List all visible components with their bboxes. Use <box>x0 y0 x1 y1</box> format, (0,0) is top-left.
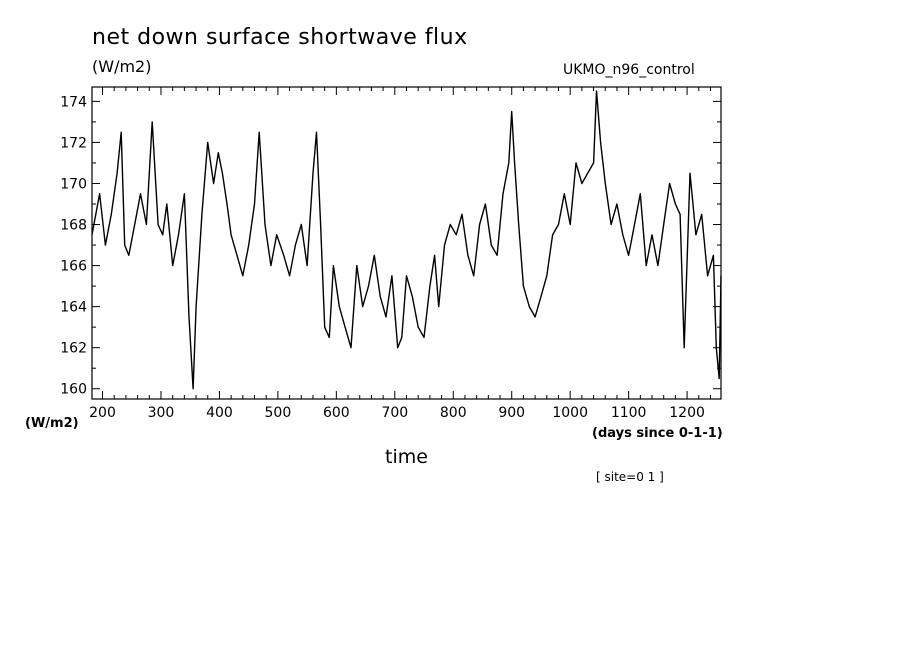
y-tick-label: 170 <box>60 176 87 192</box>
y-tick-label: 160 <box>60 382 87 398</box>
x-tick-label: 900 <box>498 405 525 421</box>
x-axis-label: time <box>385 446 428 468</box>
x-tick-label: 1100 <box>611 405 647 421</box>
x-tick-label: 1000 <box>552 405 588 421</box>
y-axis: 160 162 164 166 168 170 172 174 <box>60 94 721 398</box>
x-tick-label: 500 <box>265 405 292 421</box>
x-axis-units: (days since 0-1-1) <box>592 426 723 441</box>
y-tick-label: 172 <box>60 135 87 151</box>
y-tick-label: 174 <box>60 94 87 110</box>
y-tick-label: 162 <box>60 341 87 357</box>
x-tick-label: 1200 <box>669 405 705 421</box>
x-tick-label: 400 <box>206 405 233 421</box>
chart-units-label: (W/m2) <box>92 57 152 76</box>
y-tick-label: 168 <box>60 218 87 234</box>
site-label: [ site=0 1 ] <box>596 470 664 484</box>
y-axis-units: (W/m2) <box>25 416 79 431</box>
y-tick-label: 164 <box>60 300 87 316</box>
x-tick-label: 300 <box>148 405 175 421</box>
model-label: UKMO_n96_control <box>563 62 695 78</box>
y-tick-label: 166 <box>60 259 87 275</box>
x-tick-label: 200 <box>89 405 116 421</box>
x-tick-label: 600 <box>323 405 350 421</box>
chart-title: net down surface shortwave flux <box>92 25 468 50</box>
x-tick-label: 700 <box>381 405 408 421</box>
series-line <box>91 90 722 390</box>
x-tick-label: 800 <box>440 405 467 421</box>
x-axis: 200 300 400 500 600 700 800 900 1000 1100 1200 <box>89 87 711 421</box>
